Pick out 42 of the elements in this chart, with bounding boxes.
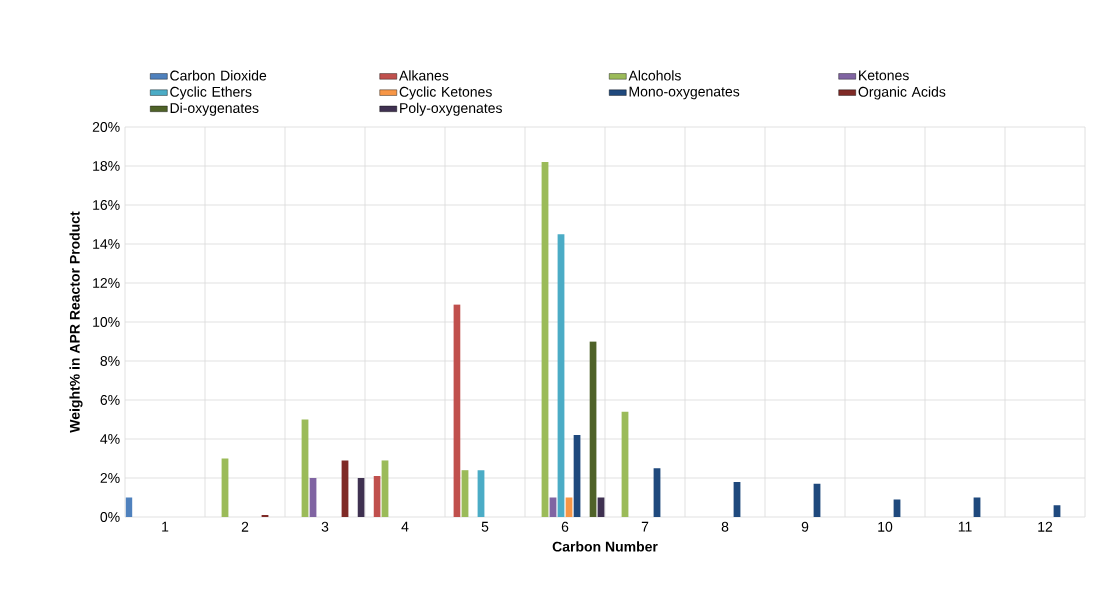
bar bbox=[597, 497, 605, 517]
y-tick-label: 2% bbox=[100, 473, 120, 483]
x-tick-label: 5 bbox=[481, 521, 489, 532]
y-tick-label: 0% bbox=[100, 512, 120, 522]
y-axis-title: Weight% in APR Reactor Product bbox=[69, 211, 83, 433]
x-tick-label: 9 bbox=[801, 521, 809, 532]
bar bbox=[565, 497, 573, 517]
legend-label: Poly-oxygenates bbox=[400, 102, 502, 116]
y-tick-label: 12% bbox=[93, 278, 120, 288]
y-tick-label: 16% bbox=[93, 200, 120, 210]
bar bbox=[973, 497, 981, 517]
legend-label: Carbon Dioxide bbox=[170, 70, 267, 81]
y-tick-label: 4% bbox=[100, 434, 120, 444]
x-tick-label: 7 bbox=[641, 521, 649, 532]
legend-label: Alcohols bbox=[628, 70, 681, 81]
legend-label: Di-oxygenates bbox=[170, 102, 259, 116]
legend-label: Cyclic Ketones bbox=[399, 86, 492, 100]
y-tick-label: 6% bbox=[100, 395, 120, 405]
x-axis-title: Carbon Number bbox=[552, 541, 658, 552]
x-tick-label: 6 bbox=[561, 521, 569, 532]
bar bbox=[549, 497, 557, 517]
bar bbox=[893, 499, 901, 517]
y-tick-label: 8% bbox=[100, 356, 120, 366]
y-tick-label: 10% bbox=[93, 317, 120, 327]
x-tick-label: 3 bbox=[321, 521, 329, 532]
y-tick-label: 18% bbox=[93, 161, 120, 171]
x-tick-label: 11 bbox=[958, 521, 972, 532]
bar bbox=[1053, 505, 1061, 517]
legend-label: Cyclic Ethers bbox=[170, 86, 252, 100]
y-tick-label: 14% bbox=[93, 239, 120, 249]
legend-label: Mono-oxygenates bbox=[629, 86, 740, 100]
x-tick-label: 1 bbox=[162, 521, 169, 532]
legend-label: Organic Acids bbox=[858, 86, 946, 100]
bar bbox=[125, 497, 133, 517]
x-tick-label: 12 bbox=[1038, 521, 1053, 532]
legend-label: Ketones bbox=[859, 70, 909, 81]
legend-label: Alkanes bbox=[399, 70, 449, 81]
x-tick-label: 10 bbox=[878, 521, 893, 532]
x-tick-label: 4 bbox=[401, 521, 409, 532]
x-tick-label: 8 bbox=[721, 521, 729, 532]
y-tick-label: 20% bbox=[92, 122, 120, 132]
x-tick-label: 2 bbox=[241, 521, 249, 532]
